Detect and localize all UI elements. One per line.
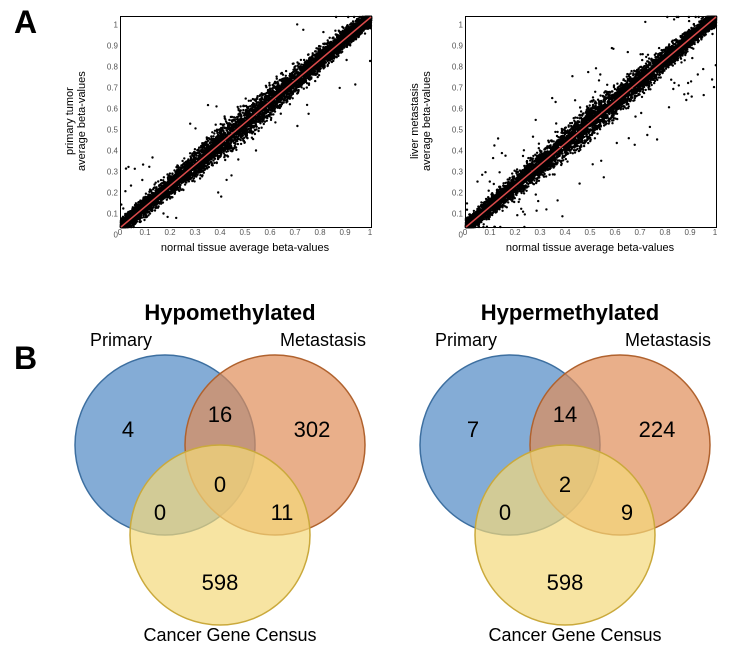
x-axis-label: normal tissue average beta-values xyxy=(120,242,370,254)
scatter-plot-right: liver metastasis average beta-values 00.… xyxy=(405,6,725,266)
venn-label-census: Cancer Gene Census xyxy=(475,625,675,646)
venn-title-hyper: Hypermethylated xyxy=(400,300,740,326)
venn-label-primary: Primary xyxy=(435,330,497,351)
venn-value: 11 xyxy=(271,502,294,524)
venn-label-census: Cancer Gene Census xyxy=(130,625,330,646)
venn-value: 7 xyxy=(467,419,479,441)
figure: A primary tumor average beta-values 00.1… xyxy=(0,0,750,661)
venn-label-metastasis: Metastasis xyxy=(280,330,366,351)
y-axis-label: liver metastasis average beta-values xyxy=(413,16,429,226)
plot-area xyxy=(465,16,717,228)
venn-title-hypo: Hypomethylated xyxy=(60,300,400,326)
venn-label-primary: Primary xyxy=(90,330,152,351)
venn-value: 9 xyxy=(621,502,633,524)
panel-label-b: B xyxy=(14,342,37,374)
y-ticks: 00.10.20.30.40.50.60.70.80.91 xyxy=(445,16,463,226)
venn-value: 0 xyxy=(214,474,226,496)
venn-value: 598 xyxy=(547,572,584,594)
venn-diagram-hyper: Primary Metastasis Cancer Gene Census 72… xyxy=(395,325,735,625)
venn-diagram-hypo: Primary Metastasis Cancer Gene Census 43… xyxy=(50,325,390,625)
y-axis-label: primary tumor average beta-values xyxy=(68,16,84,226)
x-ticks: 00.10.20.30.40.50.60.70.80.91 xyxy=(465,228,715,240)
venn-value: 598 xyxy=(202,572,239,594)
x-ticks: 00.10.20.30.40.50.60.70.80.91 xyxy=(120,228,370,240)
plot-area xyxy=(120,16,372,228)
venn-value: 16 xyxy=(208,404,232,426)
y-ticks: 00.10.20.30.40.50.60.70.80.91 xyxy=(100,16,118,226)
x-axis-label: normal tissue average beta-values xyxy=(465,242,715,254)
venn-value: 0 xyxy=(154,502,166,524)
venn-value: 2 xyxy=(559,474,571,496)
venn-value: 224 xyxy=(639,419,676,441)
venn-value: 4 xyxy=(122,419,134,441)
scatter-plot-left: primary tumor average beta-values 00.10.… xyxy=(60,6,380,266)
venn-label-metastasis: Metastasis xyxy=(625,330,711,351)
venn-value: 14 xyxy=(553,404,577,426)
venn-value: 0 xyxy=(499,502,511,524)
venn-value: 302 xyxy=(294,419,331,441)
panel-label-a: A xyxy=(14,6,37,38)
